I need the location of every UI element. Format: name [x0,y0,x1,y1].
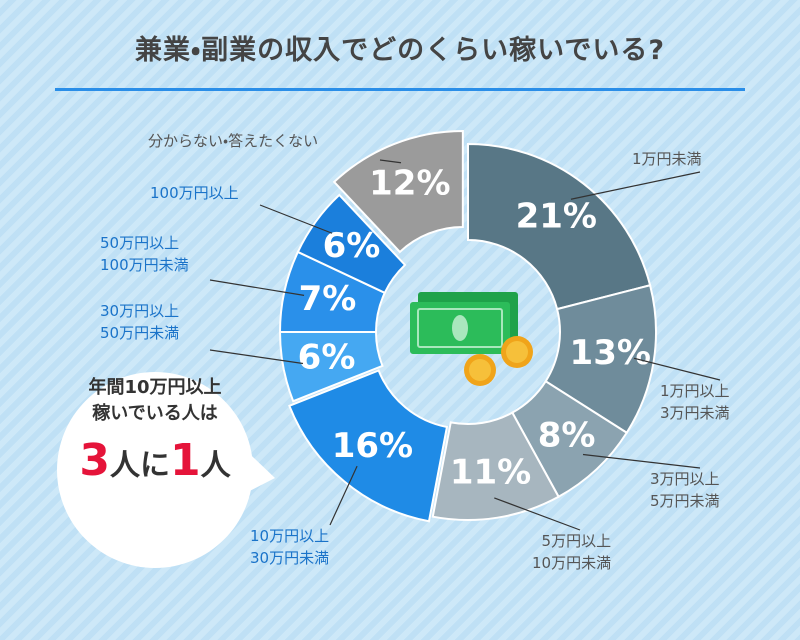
slices [278,129,657,523]
emphasis-text: 人に [110,448,170,483]
title-rule [55,88,745,91]
value-label: 16% [332,426,413,466]
leader-line [329,465,358,526]
leader-line [379,159,402,164]
emphasis-number: 1 [170,435,201,486]
value-label: 8% [538,415,596,455]
category-label: 30万円以上 50万円未満 [100,302,180,342]
money-icon [410,292,533,386]
category-label: 分からない・答えたくない [148,132,319,150]
callout-line: 年間10万円以上 [88,377,222,398]
value-label: 12% [369,164,450,204]
value-label: 6% [323,226,381,266]
slice [467,142,652,311]
leader-line [209,279,305,296]
callout-pointer [232,440,275,500]
chart-title: 兼業・副業の収入でどのくらい稼いでいる? [134,35,666,66]
callout: 年間10万円以上 稼いでいる人は 3人に1人 [60,375,250,486]
value-label: 7% [299,279,357,319]
callout-line: 稼いでいる人は [92,403,218,424]
leader-line [209,349,304,365]
emphasis-text: 人 [200,448,231,483]
category-label: 5万円以上 10万円未満 [532,532,612,572]
leader-line [494,497,581,531]
category-label: 50万円以上 100万円未満 [100,234,189,274]
leader-line [570,171,701,200]
category-label: 1万円以上 3万円未満 [660,382,730,422]
callout-bubble [57,372,253,568]
callout-emphasis: 3人に1人 [60,435,250,486]
leader-line [633,357,721,381]
leader-line [259,204,333,234]
category-label: 100万円以上 [150,184,239,202]
slice [431,411,560,521]
value-label: 11% [450,453,531,493]
leader-line [582,453,701,469]
category-label: 3万円以上 5万円未満 [650,470,720,510]
slice [332,129,464,254]
value-label: 21% [516,197,597,237]
category-label: 10万円以上 30万円未満 [250,527,330,567]
value-label: 13% [570,333,651,373]
emphasis-number: 3 [79,435,110,486]
category-label: 1万円未満 [632,150,702,168]
slice [296,193,407,295]
value-label: 6% [298,337,356,377]
slice [288,369,449,523]
